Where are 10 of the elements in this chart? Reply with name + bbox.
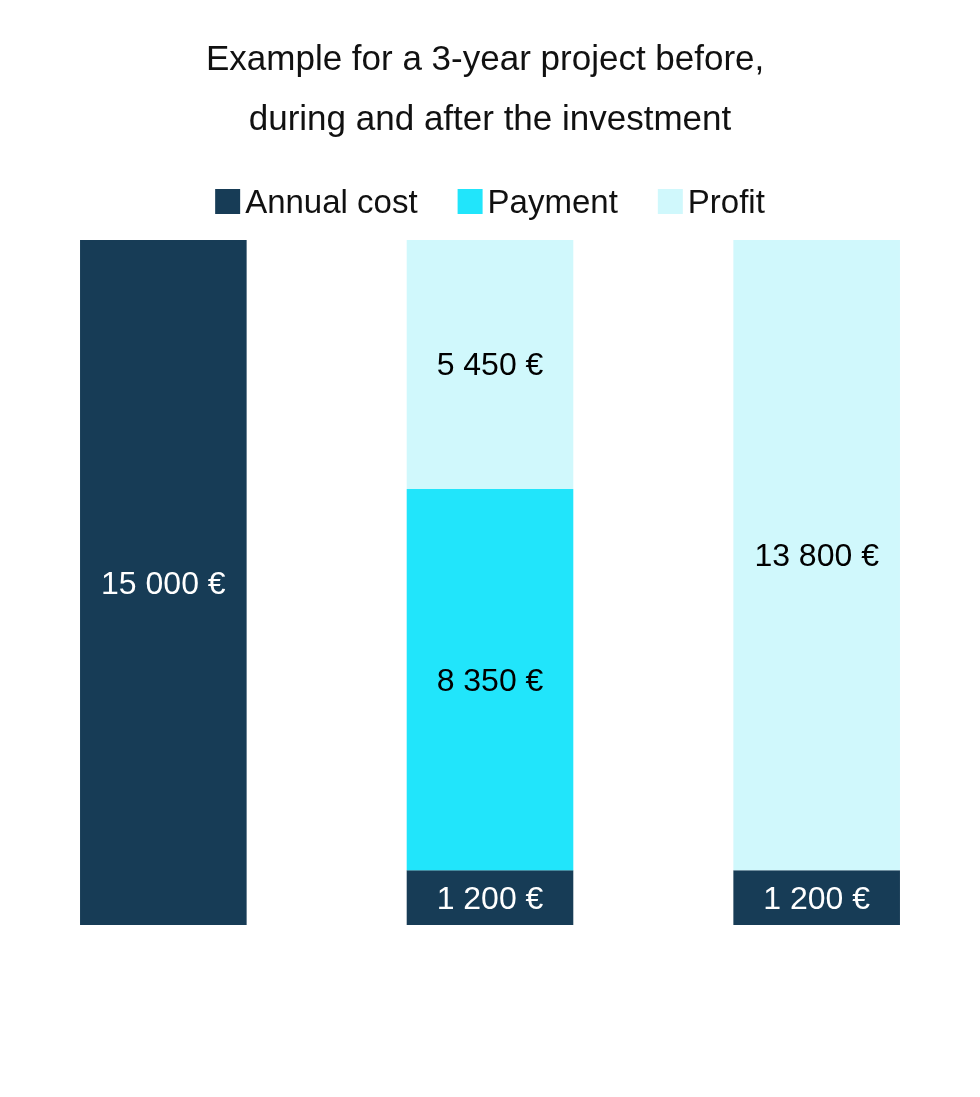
chart-title: Example for a 3-year project before, during and after the investment bbox=[205, 37, 775, 137]
data-label: 8 350 € bbox=[436, 661, 544, 698]
legend-label: Profit bbox=[687, 183, 765, 220]
data-label: 15 000 € bbox=[101, 564, 226, 601]
legend-label: Annual cost bbox=[245, 183, 418, 220]
data-label: 13 800 € bbox=[754, 537, 880, 574]
data-label: 1 200 € bbox=[763, 879, 871, 916]
data-label: 5 450 € bbox=[436, 346, 544, 383]
data-label: 1 200 € bbox=[436, 879, 544, 916]
legend-label: Payment bbox=[487, 183, 618, 220]
